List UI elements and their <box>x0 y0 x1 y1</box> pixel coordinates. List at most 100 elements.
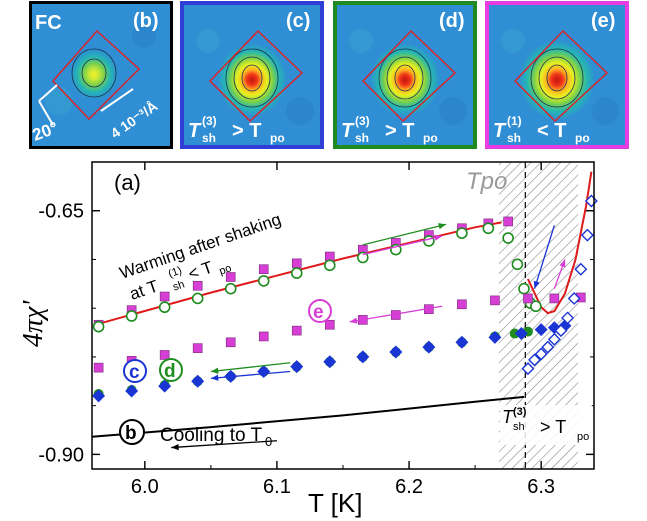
tpo-label: Tpo <box>466 168 507 195</box>
panel-e-rel: < T <box>537 120 566 142</box>
point-s1-0 <box>92 320 105 333</box>
ticks-layer: 6.0 6.1 6.2 6.3 -0.65 -0.90 <box>38 162 594 498</box>
panel-e-contour-2 <box>546 64 568 92</box>
panel-d-tag: (d) <box>439 10 465 32</box>
panel-b-scale-arrow <box>100 88 134 112</box>
point-s1-1 <box>125 310 138 322</box>
point-s5-2 <box>534 347 548 361</box>
point-s0-6 <box>291 258 302 269</box>
panel-d-T: T <box>341 120 355 142</box>
panel-b-angle-arrow <box>38 84 58 126</box>
point-s4-7 <box>323 355 337 369</box>
point-s4-8 <box>356 350 370 364</box>
point-s2-0 <box>93 362 104 373</box>
arrowhead-6 <box>533 280 540 289</box>
warming-sub: sh <box>171 278 186 293</box>
panel-e-contour-1 <box>538 56 576 100</box>
arrowhead-4 <box>210 374 219 381</box>
point-s1-4 <box>224 282 237 295</box>
arrowhead-3 <box>210 367 219 374</box>
panel-c-peak <box>208 32 296 124</box>
point-s1-8 <box>357 251 369 264</box>
chart-a: 6.0 6.1 6.2 6.3 -0.65 -0.90 (a) Tpo 4πχ' T [K… <box>18 161 598 518</box>
shade-T: T <box>502 407 515 427</box>
panel-e: (e) T sh (1) < T po <box>485 1 629 149</box>
panel-b-contour <box>71 48 117 98</box>
y-tick-label-0: -0.65 <box>38 201 84 223</box>
panel-c-rel: > T <box>232 120 261 142</box>
point-s1-17 <box>530 300 542 313</box>
point-s4-10 <box>422 340 436 354</box>
marker-e-circle <box>308 299 332 323</box>
arrowhead-1 <box>434 234 443 241</box>
shade-sup: (3) <box>513 406 527 418</box>
point-s1-14 <box>511 258 524 271</box>
point-s5-4 <box>547 332 561 346</box>
point-s4-1 <box>125 384 139 398</box>
point-s5-6 <box>561 311 575 325</box>
point-s0-13 <box>503 216 513 227</box>
panel-d-contour-0 <box>378 48 432 108</box>
point-s4-6 <box>290 360 304 374</box>
marker-c: c <box>129 362 140 383</box>
point-s4-5 <box>257 365 271 379</box>
panel-d-po: po <box>423 131 438 145</box>
shade-po: po <box>577 431 589 443</box>
marker-b-circle <box>119 419 145 445</box>
arrowhead-5 <box>171 443 179 451</box>
point-s2-4 <box>225 337 236 348</box>
warming-sup: (1) <box>167 265 184 281</box>
arrow-4 <box>210 370 291 380</box>
panel-c-contour-2 <box>241 64 263 92</box>
y-axis-label: 4πχ' <box>18 300 49 347</box>
panel-d-sh: sh <box>355 131 369 145</box>
point-s2-13 <box>523 293 533 304</box>
cooling-text: Cooling to T <box>160 425 262 446</box>
panel-b-noise-2 <box>132 24 156 48</box>
point-s5-9 <box>580 228 594 242</box>
panel-d-noise-2 <box>439 97 467 125</box>
x-tick-label-3: 6.3 <box>527 476 555 498</box>
panel-a-tag: (a) <box>114 170 141 195</box>
panel-d-sup: (3) <box>355 114 370 128</box>
point-s5-1 <box>528 353 542 367</box>
arrow-2 <box>349 305 443 323</box>
marker-labels: c d e <box>123 299 332 383</box>
shade-annotation-bg <box>500 405 592 445</box>
panel-c-po: po <box>270 131 285 145</box>
panel-c-box <box>208 29 304 123</box>
panel-d: (d) T sh (3) > T po <box>333 1 477 149</box>
warming-at: at T <box>127 276 161 303</box>
panel-e-contour-0 <box>530 48 584 108</box>
point-s4-14 <box>534 323 548 337</box>
marker-d-circle <box>159 358 183 382</box>
tpo-label-text: Tpo <box>466 168 507 195</box>
marker-d: d <box>164 361 176 382</box>
point-s2-6 <box>291 325 302 336</box>
point-s5-7 <box>567 291 581 305</box>
x-axis-label: T [K] <box>308 488 362 518</box>
x-tick-label-2: 6.2 <box>395 476 423 498</box>
point-s2-12 <box>490 295 500 306</box>
point-s0-2 <box>159 291 170 302</box>
point-s1-12 <box>482 222 495 235</box>
panel-e-noise-2 <box>591 97 619 125</box>
y-tick-label-1: -0.90 <box>38 444 84 466</box>
panel-d-box <box>361 29 457 123</box>
panel-e-tag: (e) <box>591 10 615 32</box>
point-s3-13 <box>509 328 520 339</box>
arrowhead-0 <box>438 223 447 230</box>
panel-e-noise <box>501 29 525 53</box>
point-s1-15 <box>518 282 530 295</box>
point-s1-10 <box>423 235 435 247</box>
point-s2-2 <box>159 350 170 360</box>
arrow-5 <box>171 440 277 449</box>
point-s0-4 <box>225 272 236 282</box>
arrowhead-2 <box>349 317 358 324</box>
panel-e-sh: sh <box>507 131 521 145</box>
point-s4-3 <box>191 374 205 388</box>
panel-b-tag: (b) <box>133 10 159 32</box>
arrow-3 <box>210 362 291 373</box>
arrow-6 <box>533 225 555 289</box>
curve-2 <box>91 395 525 438</box>
